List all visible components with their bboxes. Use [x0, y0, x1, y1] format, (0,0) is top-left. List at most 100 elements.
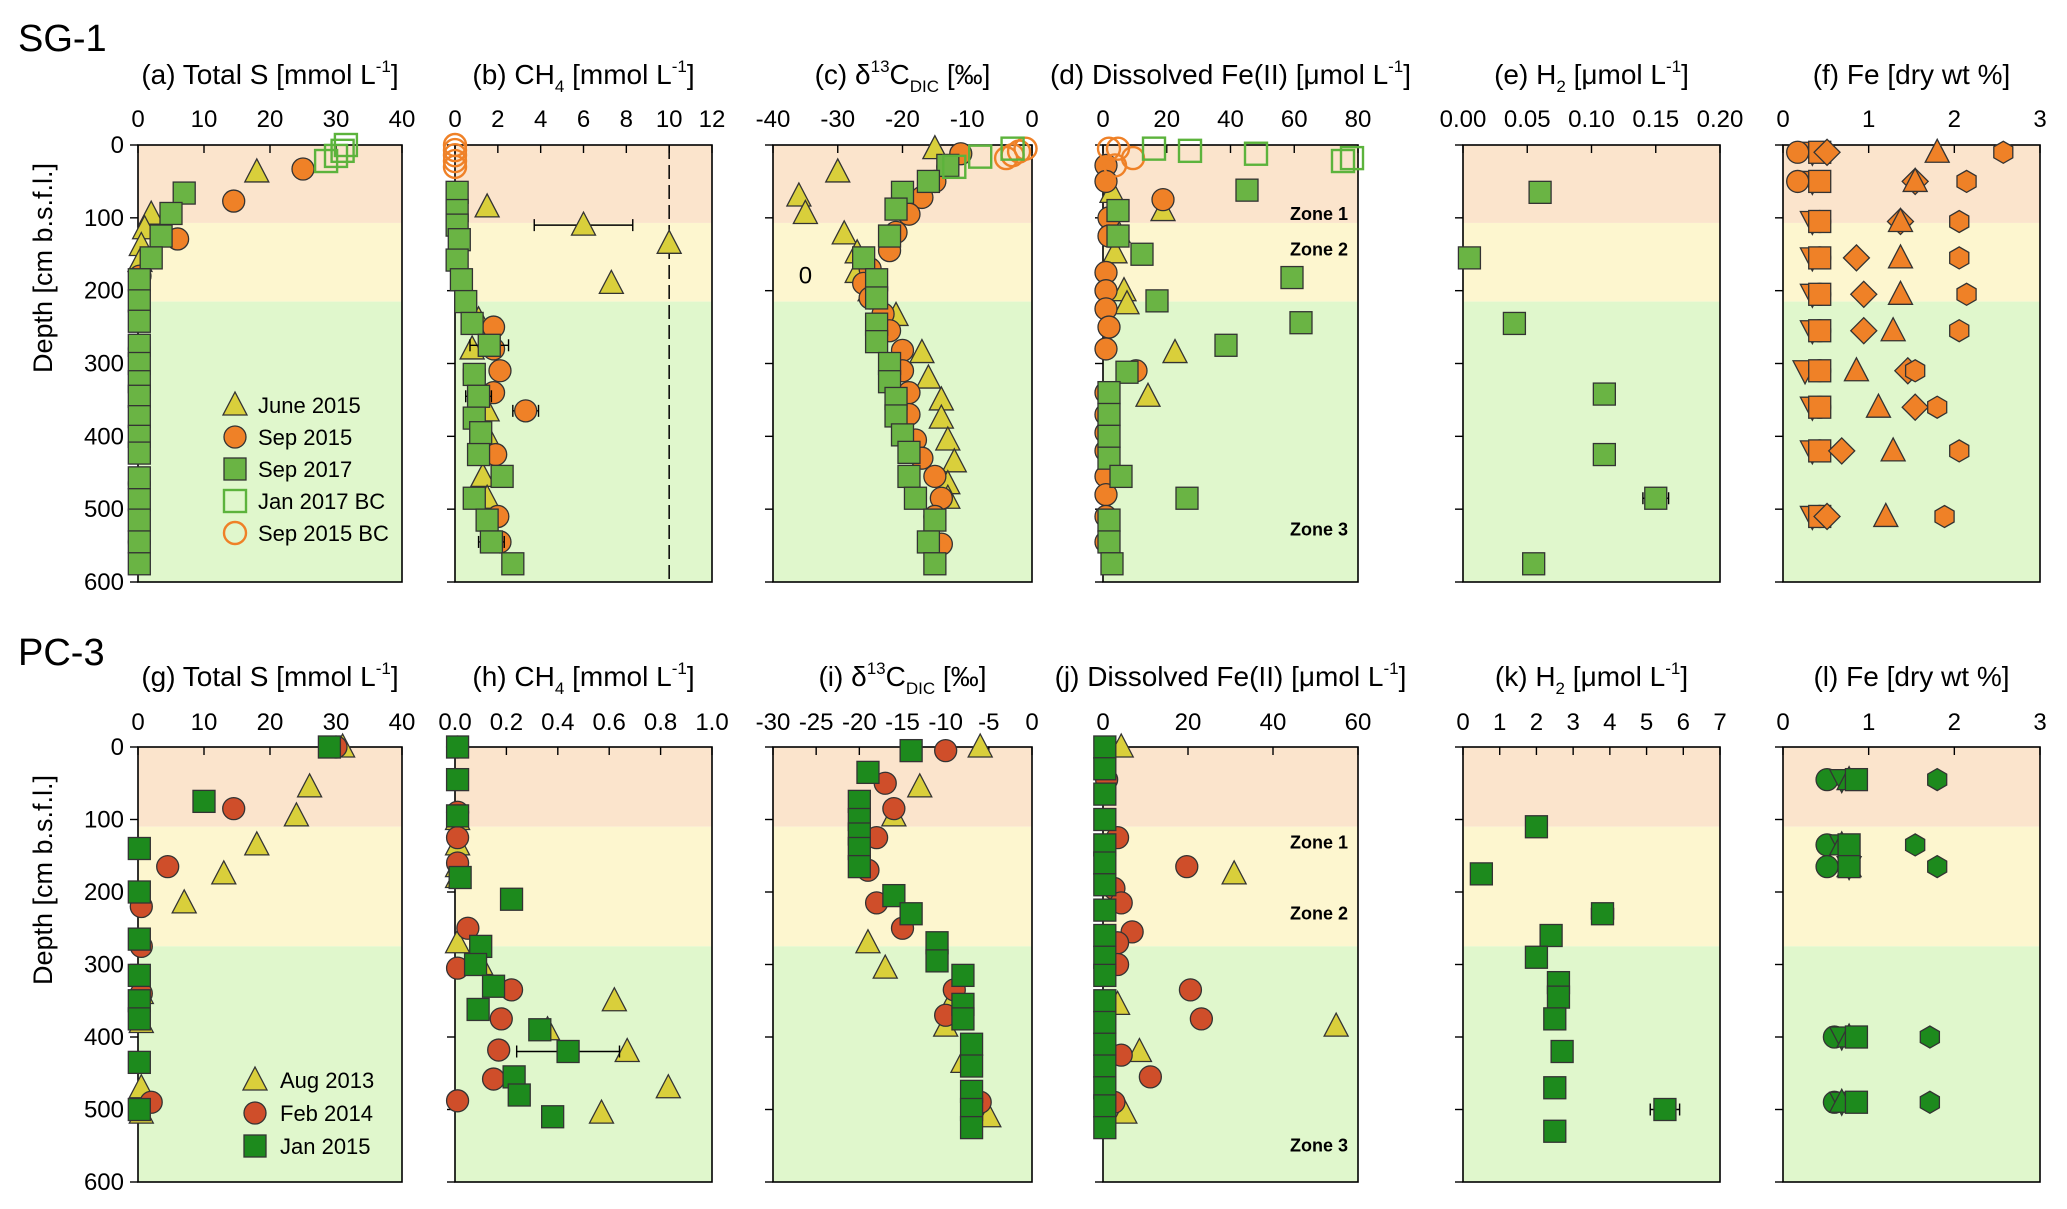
data-point — [899, 738, 923, 763]
data-point — [1543, 1076, 1567, 1100]
data-point — [1949, 439, 1970, 463]
data-point — [923, 508, 947, 532]
panel-title-part: (e) H — [1494, 59, 1556, 90]
panel-h: 0.0 0.2 0.4 0.6 0.8 1.0(h) CH4 [mmol L-1] — [438, 659, 729, 1183]
data-point — [444, 928, 471, 954]
x-tick-label: -20 — [885, 106, 920, 133]
data-point — [1214, 333, 1238, 357]
panel-title-a: (a) Total S [mmol L-1] — [141, 57, 398, 90]
zone-1-band — [1463, 747, 1720, 827]
x-tick-label: 40 — [1260, 709, 1287, 736]
data-point — [951, 1007, 975, 1031]
x-tick-label: 0 — [1096, 709, 1109, 736]
panel-title-e: (e) H2 [μmol L-1] — [1494, 57, 1689, 96]
data-point — [1141, 136, 1167, 161]
data-point — [1844, 1090, 1869, 1114]
data-point — [507, 1083, 531, 1107]
panel-title-f: (f) Fe [dry wt %] — [1813, 59, 2011, 90]
zone-3-band — [1463, 301, 1720, 582]
panel-title-part: (g) Total S [mmol L — [141, 661, 375, 692]
x-tick-label: 0 — [131, 709, 144, 736]
x-tick-label: 1.0 — [695, 709, 728, 736]
x-tick-label: 3 — [1566, 709, 1579, 736]
data-point — [588, 1098, 615, 1124]
x-tick-label: 2 — [1948, 709, 1961, 736]
data-point — [442, 154, 468, 180]
data-point — [923, 464, 947, 489]
x-tick-label: -15 — [885, 709, 920, 736]
zone-label: Zone 2 — [1290, 904, 1348, 924]
data-point — [1102, 153, 1128, 178]
data-point — [1097, 530, 1121, 554]
data-point — [1093, 1094, 1117, 1118]
legend-marker — [223, 425, 247, 449]
panel-title-part: 4 — [555, 77, 564, 96]
zone-2-band — [1463, 826, 1720, 947]
x-tick-label: 40 — [389, 709, 416, 736]
data-point — [1808, 209, 1832, 234]
data-point — [1221, 859, 1248, 885]
data-point — [222, 796, 246, 821]
data-point — [127, 384, 151, 408]
data-point — [655, 1073, 682, 1099]
data-point — [488, 359, 512, 383]
data-point — [445, 248, 469, 272]
data-point — [1880, 436, 1907, 462]
data-point — [882, 796, 906, 821]
x-tick-label: 0.15 — [1632, 106, 1679, 133]
data-point — [856, 760, 880, 785]
x-tick-label: -30 — [756, 709, 791, 736]
data-point — [959, 1032, 984, 1056]
data-point — [923, 552, 947, 576]
data-point — [925, 949, 949, 973]
data-point — [941, 447, 968, 473]
data-point — [1178, 978, 1203, 1002]
y-tick-label: 100 — [84, 205, 124, 232]
panel-title-part: (j) Dissolved Fe(II) [μmol L — [1055, 661, 1384, 692]
data-point — [899, 902, 923, 926]
zone-3-band — [138, 301, 402, 582]
panel-title-part: -1 — [376, 659, 391, 678]
y-tick-label: 0 — [111, 132, 124, 159]
data-point — [1844, 767, 1869, 792]
legend-label: June 2015 — [258, 393, 361, 418]
data-point — [1934, 504, 1955, 529]
x-tick-label: 30 — [323, 106, 350, 133]
data-point — [127, 441, 151, 465]
x-tick-label: 0.10 — [1568, 106, 1615, 133]
data-point — [127, 268, 151, 292]
data-point — [447, 228, 471, 252]
data-point — [1093, 898, 1117, 922]
data-point — [854, 928, 882, 954]
data-point — [1126, 1037, 1153, 1063]
y-tick-label: 200 — [84, 278, 124, 305]
data-point — [601, 986, 628, 1012]
x-tick-label: 20 — [257, 106, 284, 133]
data-point — [968, 144, 993, 169]
legend-label: Sep 2015 BC — [258, 521, 389, 546]
panel-title-part: (c) δ — [815, 59, 871, 90]
data-point — [333, 132, 359, 158]
data-point — [479, 530, 504, 554]
data-point — [1093, 757, 1117, 781]
legend-marker — [223, 457, 247, 481]
site-label-sg1: SG-1 — [18, 18, 107, 60]
data-point — [1919, 1025, 1941, 1049]
data-point — [1919, 1090, 1941, 1115]
data-point — [1956, 282, 1977, 307]
data-point — [466, 384, 491, 408]
panel-title-part: [‰] — [935, 661, 986, 692]
data-point — [243, 157, 270, 183]
data-point — [1813, 138, 1841, 167]
data-point — [916, 530, 941, 554]
data-point — [1808, 246, 1832, 270]
panel-title-part: 2 — [1556, 679, 1565, 698]
data-point — [449, 268, 474, 292]
zone-2-band — [455, 826, 712, 947]
data-point — [1097, 424, 1121, 448]
panel-title-l: (l) Fe [dry wt %] — [1813, 661, 2009, 692]
legend-marker — [222, 488, 248, 514]
data-point — [1289, 311, 1313, 335]
data-point — [1949, 318, 1970, 343]
